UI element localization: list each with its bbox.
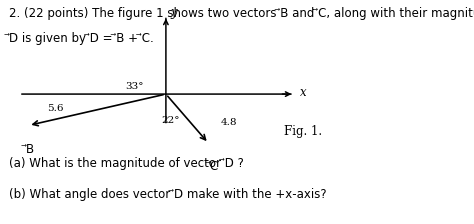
Text: ⃗C: ⃗C [211, 160, 219, 173]
Text: (b) What angle does vector ⃗D make with the +x-axis?: (b) What angle does vector ⃗D make with … [9, 188, 327, 201]
Text: 33°: 33° [126, 82, 144, 91]
Text: 22°: 22° [161, 116, 180, 125]
Text: (a) What is the magnitude of vector ⃗D ?: (a) What is the magnitude of vector ⃗D ? [9, 157, 245, 170]
Text: Fig. 1.: Fig. 1. [284, 125, 322, 138]
Text: x: x [300, 86, 306, 99]
Text: 2. (22 points) The figure 1 shows two vectors ⃗B and ⃗C, along with their magnit: 2. (22 points) The figure 1 shows two ve… [9, 7, 474, 20]
Text: y: y [171, 6, 177, 19]
Text: 4.8: 4.8 [220, 118, 237, 127]
Text: ⃗D is given by ⃗D = ⃗B + ⃗C.: ⃗D is given by ⃗D = ⃗B + ⃗C. [9, 32, 154, 45]
Text: 5.6: 5.6 [47, 104, 64, 113]
Text: ⃗B: ⃗B [26, 143, 34, 156]
